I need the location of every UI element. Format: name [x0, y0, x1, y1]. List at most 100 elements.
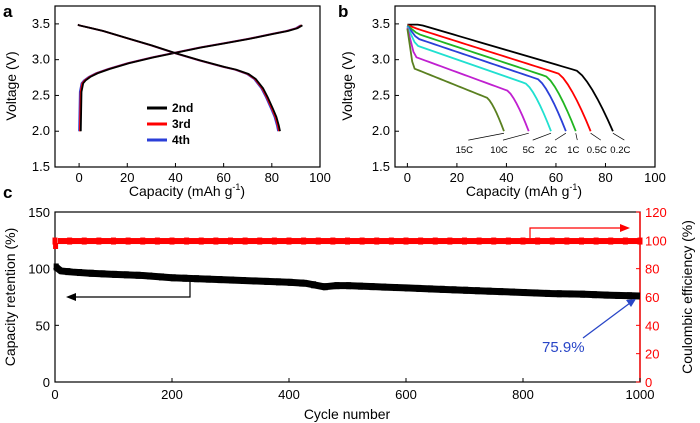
rate-leader-1C — [575, 133, 578, 141]
charge-curve-4th — [78, 24, 302, 132]
efficiency-point — [242, 237, 248, 245]
chart-a-curves — [77, 23, 303, 132]
efficiency-point — [593, 237, 599, 245]
retention-point — [603, 291, 609, 299]
chart-c-ytick-left-label: 50 — [36, 318, 50, 333]
retention-point — [311, 281, 317, 289]
retention-point — [53, 263, 59, 271]
chart-b-xtick-label: 60 — [549, 170, 563, 185]
efficiency-point — [359, 237, 365, 245]
chart-c-xtick-label: 600 — [395, 387, 417, 402]
efficiency-point — [637, 237, 643, 245]
efficiency-point — [81, 237, 87, 245]
chart-b-ticks: 0 20 40 60 80 100 1.5 2.0 2.5 3.0 3.5 — [372, 16, 666, 185]
retention-point — [369, 283, 375, 291]
retention-point — [533, 289, 539, 297]
rate-leader-5C — [532, 132, 552, 141]
chart-c-xtick-label: 800 — [512, 387, 534, 402]
chart-c-arrows — [66, 224, 636, 339]
chart-a-ytick-label: 1.5 — [32, 159, 50, 174]
efficiency-point — [608, 237, 614, 245]
retention-point — [615, 291, 621, 299]
retention-point — [556, 290, 562, 298]
retention-point — [486, 287, 492, 295]
chart-b-xtick-label: 40 — [499, 170, 513, 185]
retention-point — [381, 283, 387, 291]
rate-leader-0.5C — [590, 132, 602, 141]
chart-c-xtick-label: 0 — [51, 387, 58, 402]
chart-a-xlabel-tail: ) — [240, 183, 245, 199]
chart-c-xtick-label: 200 — [161, 387, 183, 402]
chart-b-rate-labels: 0.2C0.5C 1C 2C 5C 10C 15C — [456, 132, 631, 156]
efficiency-point — [403, 237, 409, 245]
chart-b-ytick-label: 3.5 — [372, 16, 390, 31]
chart-c-ytick-left-label: 100 — [28, 262, 50, 277]
chart-b-xlabel: Capacity (mAh g-1) — [466, 182, 582, 199]
retention-point — [463, 286, 469, 294]
efficiency-point — [520, 237, 526, 245]
panel-label-b: b — [338, 2, 348, 21]
legend-label-3rd: 3rd — [172, 117, 191, 131]
efficiency-point — [622, 237, 628, 245]
efficiency-point — [301, 237, 307, 245]
discharge-curve-4th — [77, 23, 279, 132]
efficiency-point — [564, 237, 570, 245]
retention-point — [322, 283, 328, 291]
retention-point — [404, 284, 410, 292]
efficiency-point — [125, 237, 131, 245]
efficiency-point — [315, 237, 321, 245]
efficiency-point — [271, 237, 277, 245]
chart-a-ytick-label: 3.0 — [32, 52, 50, 67]
retention-point — [392, 284, 398, 292]
efficiency-point — [535, 237, 541, 245]
chart-b-ytick-label: 2.5 — [372, 87, 390, 102]
chart-b-curves — [406, 23, 614, 132]
retention-point — [428, 285, 434, 293]
chart-b-ytick-label: 3.0 — [372, 52, 390, 67]
rate-curve-1C — [406, 24, 577, 132]
rate-label-1C: 1C — [567, 145, 579, 156]
efficiency-point — [257, 237, 263, 245]
retention-point — [182, 274, 188, 282]
retention-point — [100, 270, 106, 278]
retention-point — [170, 274, 176, 282]
efficiency-point — [374, 237, 380, 245]
rate-curve-10C — [406, 27, 530, 132]
rate-leader-10C — [502, 132, 529, 141]
retention-point — [357, 282, 363, 290]
panel-label-a: a — [3, 2, 13, 21]
chart-a-xtick-label: 40 — [168, 170, 182, 185]
retention-axis-arrowhead — [66, 293, 76, 301]
chart-b-xtick-label: 100 — [644, 170, 666, 185]
efficiency-point — [579, 237, 584, 245]
retention-point — [88, 269, 94, 277]
chart-c-ytick-right-label: 80 — [645, 262, 659, 277]
rate-label-15C: 15C — [456, 145, 474, 156]
efficiency-point — [169, 237, 175, 245]
chart-c-xtick-label: 400 — [278, 387, 300, 402]
chart-a-ytick-label: 2.5 — [32, 87, 50, 102]
chart-b: 0 20 40 60 80 100 1.5 2.0 2.5 3.0 3.5 0.2C0.5C 1C 2C… — [339, 5, 666, 199]
chart-c: 0 200 400 600 800 100005010015002040608010012… — [2, 205, 695, 422]
rate-leader-15C — [468, 132, 505, 141]
efficiency-first-point — [53, 243, 59, 249]
panel-label-c: c — [3, 183, 12, 202]
efficiency-point — [198, 237, 204, 245]
retention-point — [77, 269, 83, 277]
rate-label-0.2C: 0.2C — [610, 145, 630, 156]
chart-c-efficiency-series — [52, 237, 643, 249]
chart-b-xtick-label: 0 — [404, 170, 411, 185]
charge-curve-3rd — [79, 24, 303, 132]
chart-c-xtick-label: 1000 — [626, 387, 655, 402]
efficiency-point — [491, 237, 497, 245]
chart-b-ylabel: Voltage (V) — [339, 51, 355, 120]
efficiency-point — [330, 237, 336, 245]
efficiency-point — [388, 237, 394, 245]
retention-point — [299, 279, 305, 287]
rate-label-5C: 5C — [523, 145, 535, 156]
chart-a-xtick-label: 60 — [216, 170, 230, 185]
chart-a-xlabel-sup: -1 — [232, 182, 240, 192]
efficiency-point — [549, 237, 555, 245]
